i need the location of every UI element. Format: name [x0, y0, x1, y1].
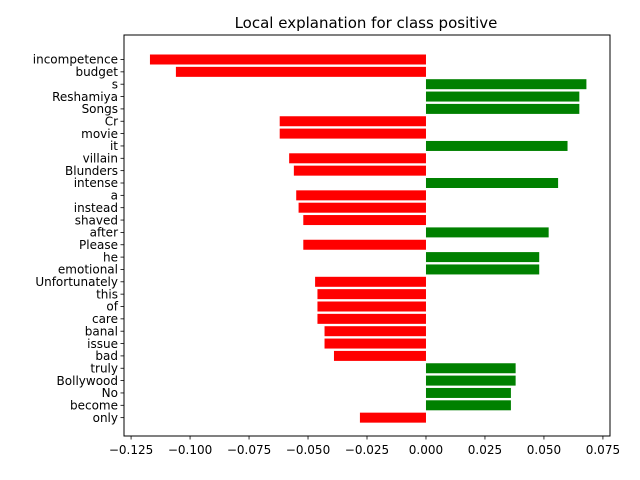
bar-become — [425, 400, 511, 411]
y-tick-label: s — [112, 77, 118, 91]
y-tick-label: of — [106, 300, 118, 314]
bar-songs — [425, 103, 580, 114]
bar-of — [317, 301, 426, 312]
y-tick-label: this — [96, 287, 118, 301]
bar-unfortunately — [315, 276, 426, 287]
bar-villain — [289, 153, 426, 164]
y-tick-label: after — [90, 226, 118, 240]
bar-after — [425, 227, 549, 238]
bar-cr — [279, 116, 426, 127]
y-tick-label: instead — [74, 201, 118, 215]
y-tick-label: Cr — [105, 114, 118, 128]
y-tick-label: he — [103, 250, 118, 264]
y-tick-label: movie — [81, 127, 118, 141]
bar-he — [425, 252, 540, 263]
bar-budget — [175, 66, 426, 77]
bar-only — [359, 412, 426, 423]
y-tick-label: emotional — [58, 263, 118, 277]
bar-bad — [333, 350, 426, 361]
bar-blunders — [293, 165, 426, 176]
y-tick-label: bad — [95, 349, 118, 363]
bar-it — [425, 140, 568, 151]
bar-a — [296, 190, 426, 201]
y-tick-label: Reshamiya — [52, 90, 118, 104]
x-tick-label: 0.050 — [527, 443, 561, 457]
y-tick-label: truly — [90, 361, 118, 375]
x-tick-labels-group: −0.125 −0.100 −0.075 −0.050 −0.025 0.000 0.025… — [109, 436, 620, 457]
y-tick-label: a — [111, 189, 118, 203]
y-tick-label: Please — [79, 238, 118, 252]
bar-bollywood — [425, 375, 516, 386]
bar-intense — [425, 178, 559, 188]
plot-frame — [123, 34, 611, 437]
y-tick-label: Bollywood — [57, 374, 118, 388]
y-tick-label: Unfortunately — [35, 275, 118, 289]
y-tick-label: banal — [85, 324, 118, 338]
y-tick-labels-group: incompetencebudgetsReshamiyaSongsCrmovie… — [33, 53, 124, 425]
y-tick-label: shaved — [75, 213, 118, 227]
bar-s — [425, 79, 587, 90]
y-tick-label: become — [70, 399, 118, 413]
bar-incompetence — [149, 54, 426, 65]
y-tick-label: care — [92, 312, 118, 326]
x-tick-label: −0.050 — [286, 443, 330, 457]
y-tick-label: it — [110, 139, 118, 153]
y-tick-label: incompetence — [33, 53, 118, 67]
bar-care — [317, 313, 426, 324]
y-tick-label: budget — [75, 65, 118, 79]
bar-reshamiya — [425, 91, 580, 102]
bar-issue — [324, 338, 426, 349]
bar-no — [425, 387, 511, 398]
bar-truly — [425, 363, 516, 374]
bar-movie — [279, 128, 426, 139]
x-tick-label: −0.075 — [227, 443, 271, 457]
bar-instead — [298, 202, 426, 213]
chart-title: Local explanation for class positive — [235, 14, 498, 32]
x-tick-label: 0.075 — [586, 443, 620, 457]
bar-shaved — [303, 215, 426, 226]
bar-emotional — [425, 264, 540, 275]
x-tick-label: −0.125 — [109, 443, 153, 457]
y-tick-label: Blunders — [65, 164, 118, 178]
bar-this — [317, 289, 426, 300]
bars-group — [149, 54, 587, 423]
y-tick-label: issue — [87, 337, 118, 351]
y-tick-label: Songs — [82, 102, 118, 116]
y-tick-label: intense — [74, 176, 118, 190]
bar-please — [303, 239, 426, 250]
x-tick-label: 0.025 — [468, 443, 502, 457]
y-tick-label: only — [93, 411, 118, 425]
y-tick-label: No — [102, 386, 118, 400]
x-tick-label: −0.025 — [345, 443, 389, 457]
bar-banal — [324, 326, 426, 337]
x-tick-label: 0.000 — [409, 443, 443, 457]
y-tick-label: villain — [83, 152, 118, 166]
x-tick-label: −0.100 — [168, 443, 212, 457]
